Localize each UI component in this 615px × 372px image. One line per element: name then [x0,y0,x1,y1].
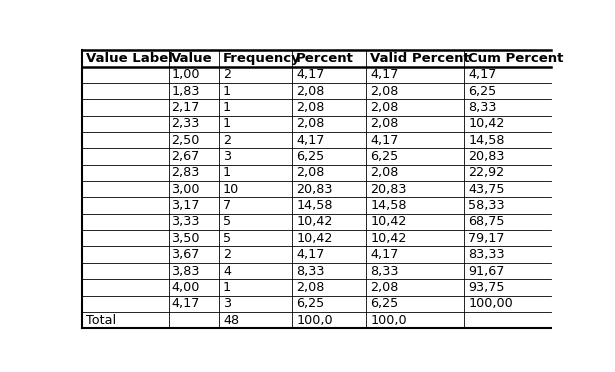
Text: 1: 1 [223,118,231,131]
Text: 48: 48 [223,314,239,327]
Text: 100,0: 100,0 [296,314,333,327]
Text: 6,25: 6,25 [469,85,496,98]
Text: 5: 5 [223,215,231,228]
Text: 2,08: 2,08 [296,101,325,114]
Text: 10,42: 10,42 [296,215,333,228]
Text: 1,83: 1,83 [172,85,200,98]
Text: 4: 4 [223,264,231,278]
Text: 6,25: 6,25 [296,150,324,163]
Text: 2,67: 2,67 [172,150,200,163]
Text: 3: 3 [223,150,231,163]
Text: 10,42: 10,42 [370,215,407,228]
Text: 8,33: 8,33 [370,264,399,278]
Text: 3,83: 3,83 [172,264,200,278]
Text: 1,00: 1,00 [172,68,200,81]
Text: Percent: Percent [296,52,354,65]
Text: 68,75: 68,75 [469,215,505,228]
Text: Valid Percent: Valid Percent [370,52,470,65]
Text: 3: 3 [223,297,231,310]
Text: 6,25: 6,25 [296,297,324,310]
Text: 4,17: 4,17 [370,68,399,81]
Text: Frequency: Frequency [223,52,301,65]
Text: 2,08: 2,08 [370,281,399,294]
Text: 10,42: 10,42 [469,118,505,131]
Text: 2,17: 2,17 [172,101,200,114]
Text: 8,33: 8,33 [469,101,497,114]
Text: 2: 2 [223,68,231,81]
Text: 8,33: 8,33 [296,264,325,278]
Text: 93,75: 93,75 [469,281,505,294]
Text: 4,17: 4,17 [172,297,200,310]
Text: 1: 1 [223,85,231,98]
Text: 1: 1 [223,166,231,179]
Text: 3,17: 3,17 [172,199,200,212]
Text: 4,17: 4,17 [370,248,399,261]
Text: 2,08: 2,08 [370,118,399,131]
Text: Cum Percent: Cum Percent [469,52,564,65]
Text: 83,33: 83,33 [469,248,505,261]
Text: 4,17: 4,17 [370,134,399,147]
Text: 14,58: 14,58 [370,199,407,212]
Text: 100,0: 100,0 [370,314,407,327]
Text: 3,33: 3,33 [172,215,200,228]
Text: 2,08: 2,08 [370,166,399,179]
Text: 2,08: 2,08 [296,118,325,131]
Text: 20,83: 20,83 [469,150,505,163]
Text: 2,83: 2,83 [172,166,200,179]
Text: 2,08: 2,08 [370,85,399,98]
Text: 20,83: 20,83 [370,183,407,196]
Text: 2,08: 2,08 [296,281,325,294]
Text: 2: 2 [223,134,231,147]
Text: 10,42: 10,42 [370,232,407,245]
Text: 4,17: 4,17 [296,134,325,147]
Text: Value: Value [172,52,213,65]
Text: 10,42: 10,42 [296,232,333,245]
Text: Value Label: Value Label [86,52,173,65]
Text: 2,08: 2,08 [296,85,325,98]
Text: 2,08: 2,08 [296,166,325,179]
Text: 2,50: 2,50 [172,134,200,147]
Text: 43,75: 43,75 [469,183,505,196]
Text: 5: 5 [223,232,231,245]
Text: 58,33: 58,33 [469,199,505,212]
Text: 6,25: 6,25 [370,150,399,163]
Text: 22,92: 22,92 [469,166,504,179]
Text: 79,17: 79,17 [469,232,505,245]
Text: 7: 7 [223,199,231,212]
Text: 10: 10 [223,183,239,196]
Text: 2,33: 2,33 [172,118,200,131]
Text: 1: 1 [223,101,231,114]
Text: 2,08: 2,08 [370,101,399,114]
Text: 2: 2 [223,248,231,261]
Text: 14,58: 14,58 [296,199,333,212]
Text: 3,67: 3,67 [172,248,200,261]
Text: 3,00: 3,00 [172,183,200,196]
Text: 20,83: 20,83 [296,183,333,196]
Text: Total: Total [86,314,116,327]
Text: 4,17: 4,17 [469,68,497,81]
Text: 91,67: 91,67 [469,264,505,278]
Text: 3,50: 3,50 [172,232,200,245]
Text: 100,00: 100,00 [469,297,513,310]
Text: 4,17: 4,17 [296,248,325,261]
Text: 6,25: 6,25 [370,297,399,310]
Text: 14,58: 14,58 [469,134,505,147]
Text: 1: 1 [223,281,231,294]
Text: 4,17: 4,17 [296,68,325,81]
Text: 4,00: 4,00 [172,281,200,294]
